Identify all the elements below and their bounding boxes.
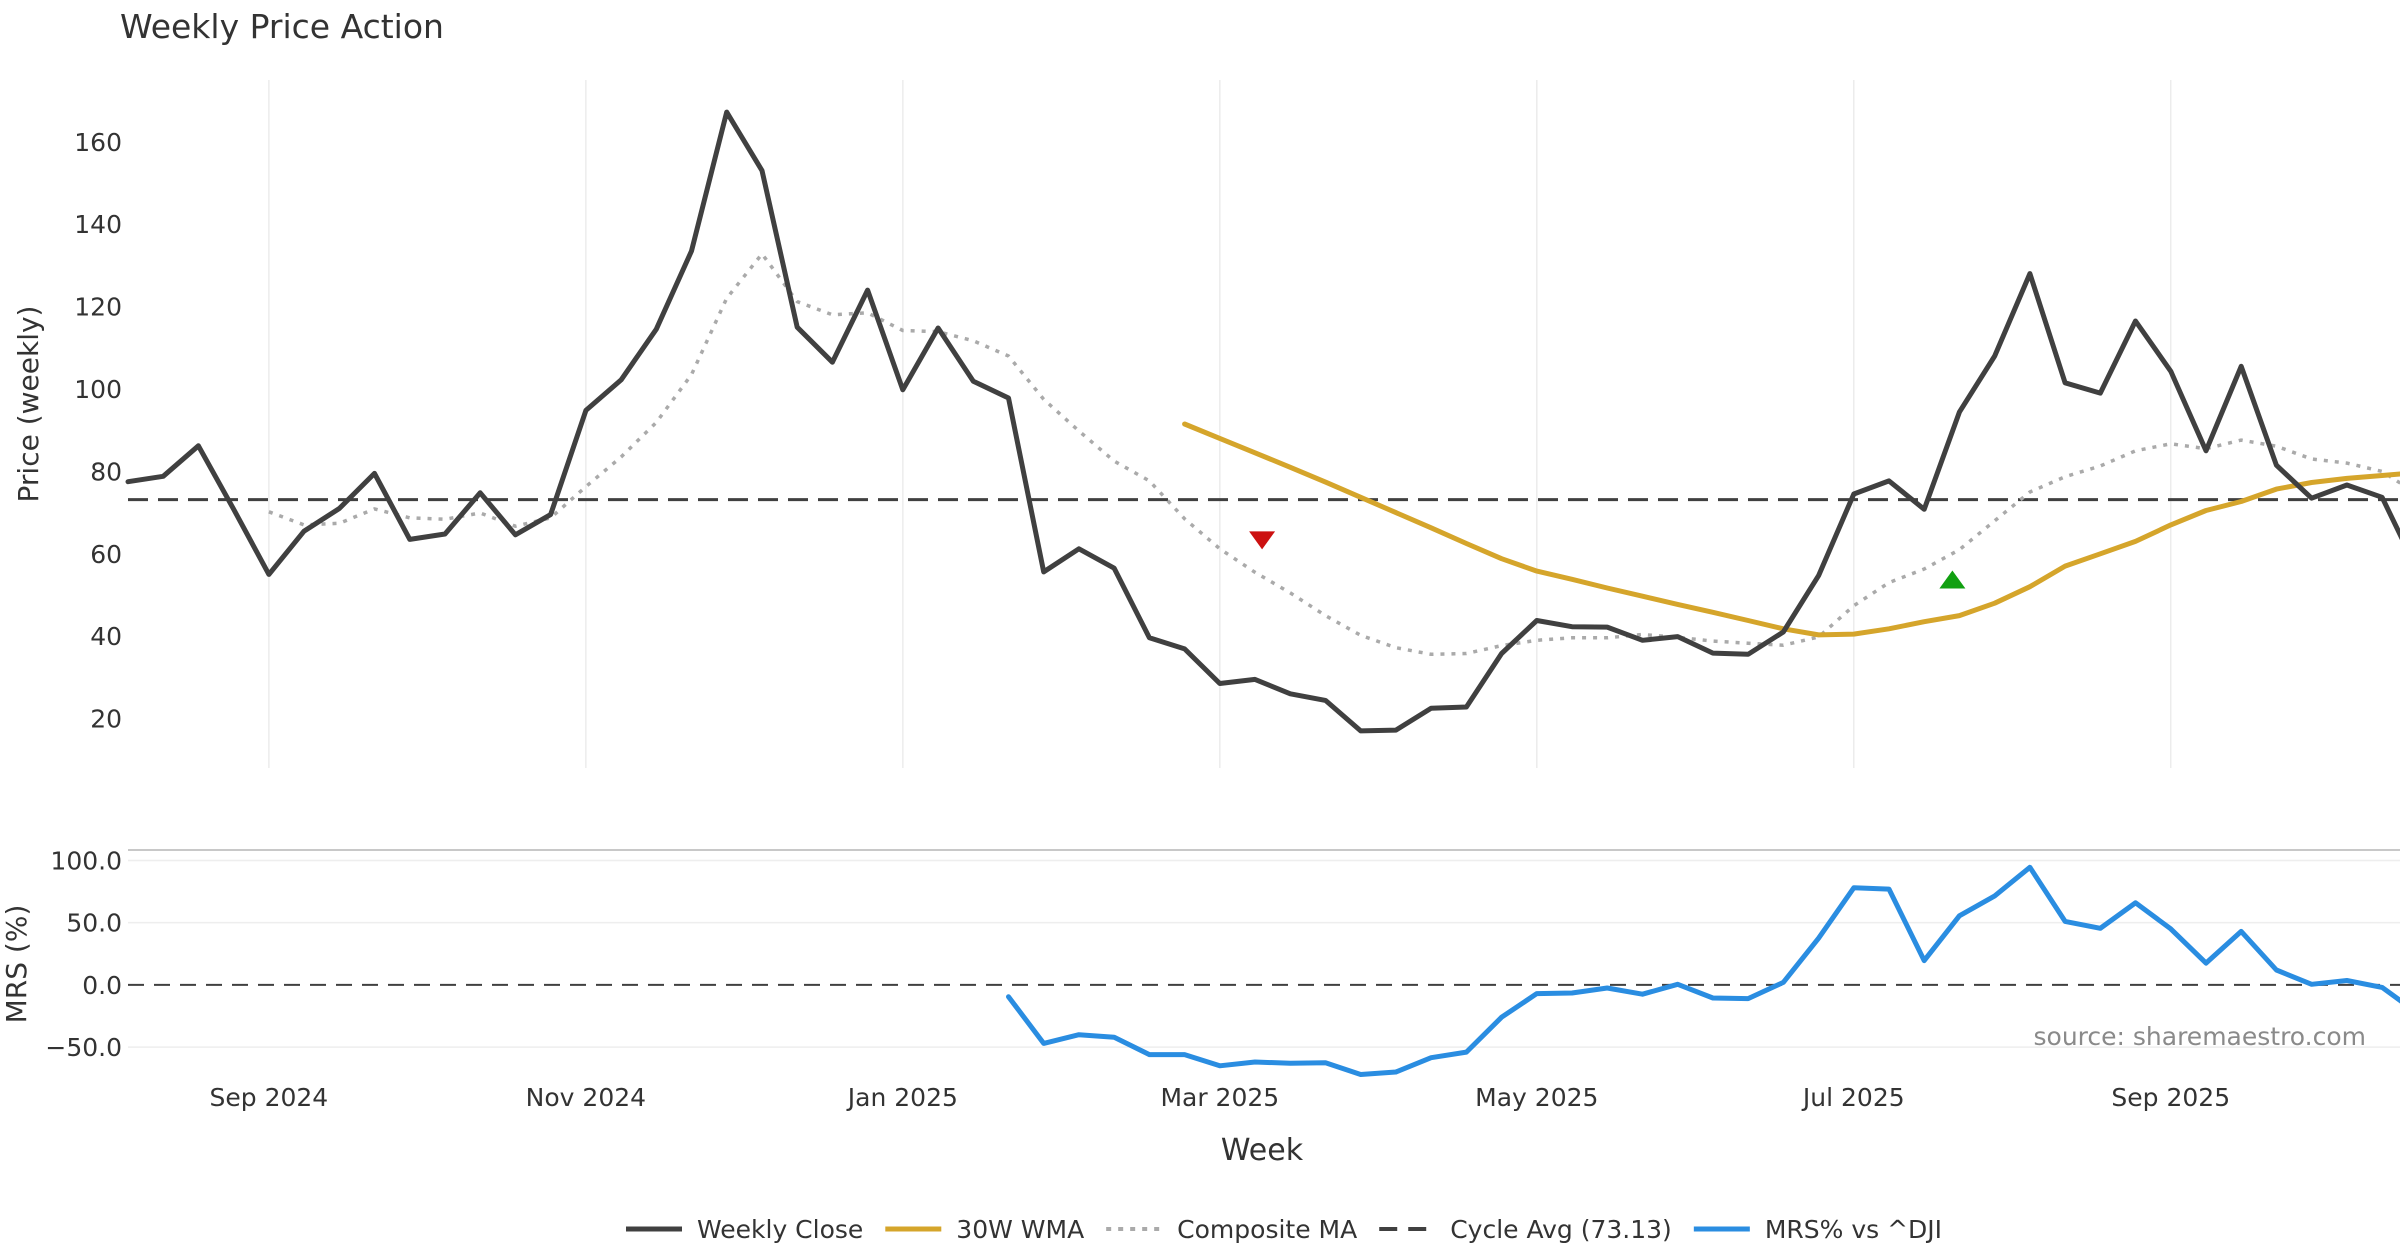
series-weekly-close	[125, 109, 2400, 734]
legend-item: Weekly Close	[626, 1215, 863, 1244]
price-y-axis-label: Price (weekly)	[12, 306, 45, 503]
legend-item: 30W WMA	[885, 1215, 1084, 1244]
price-y-tick-label: 160	[74, 128, 122, 157]
x-tick-label: May 2025	[1475, 1083, 1598, 1112]
legend-label: Composite MA	[1177, 1215, 1357, 1244]
legend-label: MRS% vs ^DJI	[1765, 1215, 1942, 1244]
legend-item: Composite MA	[1106, 1215, 1357, 1244]
mrs-grid	[128, 859, 2400, 1048]
x-tick-label: Nov 2024	[526, 1083, 646, 1112]
legend-item: MRS% vs ^DJI	[1693, 1215, 1942, 1244]
price-grid	[268, 80, 2172, 768]
price-y-tick-label: 140	[74, 210, 122, 239]
series-mrs-vs-dji	[1006, 864, 2400, 1077]
legend-item: Cycle Avg (73.13)	[1379, 1215, 1672, 1244]
mrs-y-axis-label: MRS (%)	[0, 905, 33, 1024]
mrs-y-axis: 100.0 50.0 0.0 −50.0	[45, 846, 122, 1062]
price-y-tick-label: 80	[90, 457, 122, 486]
signal-markers	[1249, 531, 1966, 589]
buy-signal-marker	[1939, 570, 1966, 589]
legend-label: Cycle Avg (73.13)	[1450, 1215, 1672, 1244]
price-y-axis: 20 40 60 80 100 120 140 160	[74, 128, 122, 734]
x-tick-label: Sep 2024	[210, 1083, 329, 1112]
x-tick-label: Jul 2025	[1801, 1083, 1905, 1112]
x-tick-label: Jan 2025	[846, 1083, 958, 1112]
mrs-y-tick-label: 100.0	[50, 846, 122, 875]
price-y-tick-label: 40	[90, 622, 122, 651]
x-tick-label: Mar 2025	[1160, 1083, 1279, 1112]
x-tick-label: Sep 2025	[2111, 1083, 2230, 1112]
series-composite-ma	[268, 252, 2400, 657]
price-series	[125, 109, 2400, 734]
legend: Weekly Close 30W WMA Composite MA Cycle Avg…	[626, 1215, 1942, 1244]
mrs-y-tick-label: 50.0	[66, 909, 122, 938]
source-attribution: source: sharemaestro.com	[2034, 1022, 2367, 1051]
price-y-tick-label: 120	[74, 293, 122, 322]
mrs-y-tick-label: 0.0	[82, 971, 122, 1000]
legend-label: Weekly Close	[697, 1215, 863, 1244]
sell-signal-marker	[1249, 531, 1276, 550]
legend-label: 30W WMA	[956, 1215, 1084, 1244]
mrs-series	[1006, 864, 2400, 1077]
price-y-tick-label: 20	[90, 705, 122, 734]
price-y-tick-label: 60	[90, 540, 122, 569]
x-axis: Sep 2024 Nov 2024 Jan 2025 Mar 2025 May 2025…	[210, 1083, 2231, 1112]
series-30w-wma	[1182, 421, 2400, 638]
x-axis-label: Week	[1221, 1133, 1304, 1168]
mrs-y-tick-label: −50.0	[45, 1033, 122, 1062]
price-y-tick-label: 100	[74, 375, 122, 404]
chart-title: Weekly Price Action	[120, 7, 444, 46]
